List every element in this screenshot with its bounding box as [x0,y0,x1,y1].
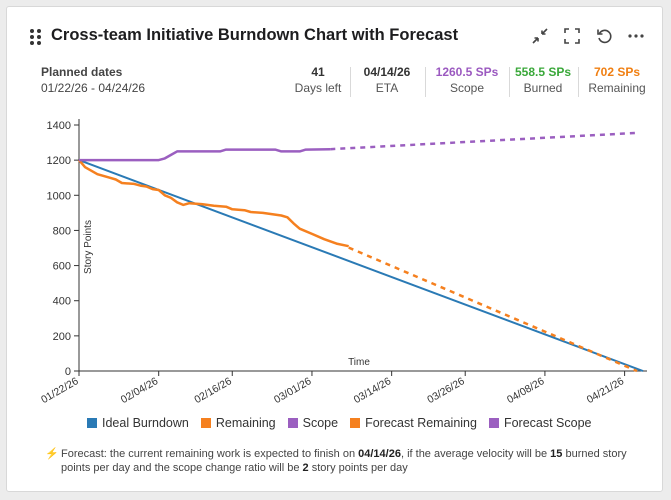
collapse-icon[interactable] [530,26,550,46]
x-tick-label: 04/21/26 [585,375,627,406]
lightning-icon: ⚡ [45,448,59,460]
chart-title: Cross-team Initiative Burndown Chart wit… [51,26,459,44]
stat-label: ETA [375,81,399,95]
legend-swatch-forecast-scope [488,418,499,428]
legend-label: Forecast Scope [503,416,592,430]
y-tick-label: 600 [53,261,71,273]
divider [350,67,351,97]
x-tick-label: 03/14/26 [352,375,394,406]
y-tick-label: 1200 [47,155,71,167]
more-icon[interactable] [626,26,646,46]
toolbar [530,26,646,46]
y-tick-label: 400 [53,296,71,308]
series-scope [79,147,331,162]
refresh-icon[interactable] [594,26,614,46]
y-tick-label: 200 [53,331,71,343]
stat-eta: 04/14/26 ETA [357,65,417,95]
stat-label: Days left [294,81,342,95]
legend-forecast-scope[interactable]: Forecast Scope [488,416,592,430]
divider [425,67,426,97]
fullscreen-icon[interactable] [562,26,582,46]
note-velocity: 15 [550,448,563,460]
stat-days-left: 41 Days left [293,65,343,95]
series-ideal-burndown [78,159,644,372]
stat-remaining: 702 SPs Remaining [582,65,652,95]
note-suffix: story points per day [308,462,408,474]
note-middle2: burned story points per day and the scop… [61,448,627,474]
x-tick-label: 04/08/26 [505,375,547,406]
legend-swatch-remaining [200,418,211,428]
stat-value: 558.5 SPs [514,65,572,79]
planned-range: 01/22/26 - 04/24/26 [41,81,146,95]
x-tick-label: 02/16/26 [192,375,234,406]
divider [509,67,510,97]
series-remaining [78,159,349,248]
x-tick-label: 02/04/26 [119,375,161,406]
legend-label: Scope [302,416,339,430]
note-scope-ratio: 2 [302,462,309,474]
stat-scope: 1260.5 SPs Scope [429,65,505,95]
planned-label: Planned dates [41,65,123,79]
planned-dates: Planned dates 01/22/26 - 04/24/26 [41,65,145,95]
stat-label: Remaining [588,81,646,95]
legend-label: Remaining [215,416,276,430]
x-tick-label: 03/26/26 [425,375,467,406]
stat-value: 04/14/26 [363,65,411,79]
note-eta: 04/14/26 [358,448,401,460]
legend-swatch-scope [287,418,298,428]
legend-label: Forecast Remaining [365,416,477,430]
y-tick-label: 1000 [47,190,71,202]
legend-remaining[interactable]: Remaining [200,416,276,430]
forecast-note: ⚡ Forecast: the current remaining work i… [45,447,632,475]
stat-value: 41 [311,65,325,79]
legend-scope[interactable]: Scope [287,416,339,430]
y-tick-label: 0 [65,366,71,378]
legend-ideal[interactable]: Ideal Burndown [87,416,189,430]
stat-label: Burned [523,81,563,95]
chart-legend: Ideal Burndown Remaining Scope Forecast … [87,416,592,430]
x-tick-label: 03/01/26 [272,375,314,406]
burndown-card: Cross-team Initiative Burndown Chart wit… [6,6,663,492]
legend-swatch-forecast-remaining [350,418,361,428]
stat-burned: 558.5 SPs Burned [512,65,574,95]
note-middle: , if the average velocity will be [400,448,551,460]
forecast-note-text: Forecast: the current remaining work is … [47,447,632,475]
drag-handle-icon[interactable] [29,28,43,46]
stat-value: 702 SPs [593,65,641,79]
x-tick-label: 01/22/26 [39,375,81,406]
legend-label: Ideal Burndown [102,416,189,430]
note-prefix: Forecast: the current remaining work is … [61,448,359,460]
legend-forecast-remaining[interactable]: Forecast Remaining [350,416,477,430]
series-forecast-scope [330,131,637,151]
y-tick-label: 800 [53,225,71,237]
series-forecast-remaining [348,246,638,373]
y-tick-label: 1400 [47,120,71,132]
burndown-chart: 0 200 400 600 800 1000 1200 1400 01/22/26 02/04/2… [39,119,647,406]
stat-label: Scope [449,81,485,95]
x-axis-label: Time [348,357,370,368]
stats-bar: Planned dates 01/22/26 - 04/24/26 41 Day… [7,65,662,99]
card-header: Cross-team Initiative Burndown Chart wit… [7,7,662,65]
stat-value: 1260.5 SPs [435,65,499,79]
divider [578,67,579,97]
legend-swatch-ideal [87,418,97,428]
y-axis-label: Story Points [83,220,94,274]
